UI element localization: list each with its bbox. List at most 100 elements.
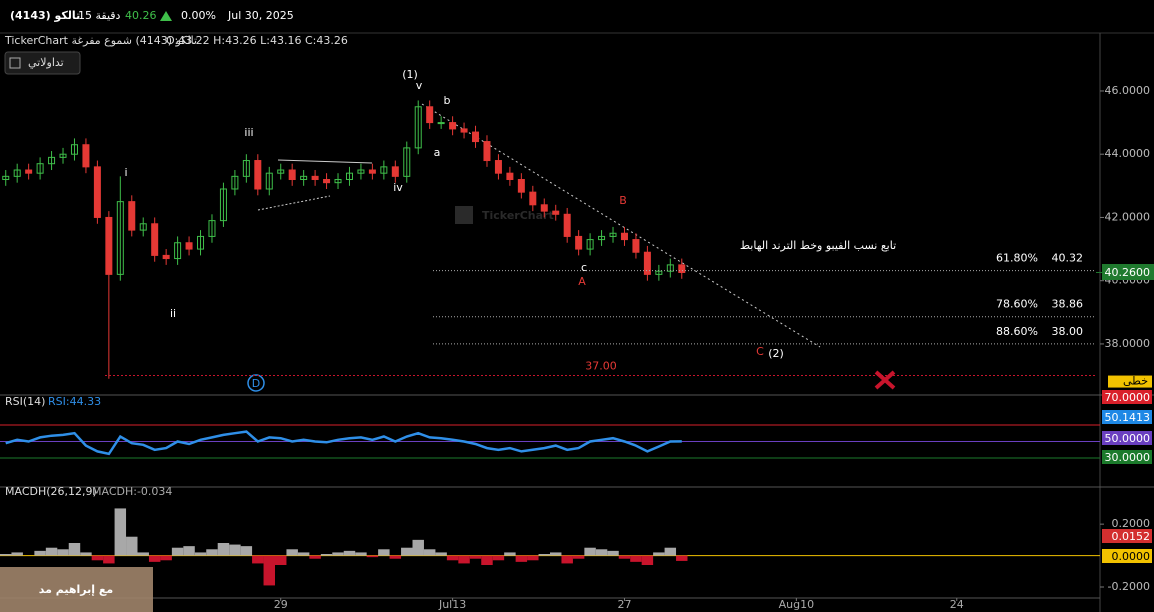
macd-bar bbox=[148, 555, 161, 562]
candle-body bbox=[380, 166, 388, 174]
y-tick-label-box bbox=[1102, 450, 1152, 464]
fib-level: 40.32 bbox=[1052, 252, 1084, 265]
macd-bar bbox=[527, 555, 539, 561]
macd-bar bbox=[446, 555, 459, 561]
macd-bar bbox=[538, 554, 550, 556]
y-tick-label: 46.0000 bbox=[1105, 84, 1151, 97]
stop-tag: خطى bbox=[1123, 375, 1148, 388]
macd-bar bbox=[389, 555, 402, 559]
macd-bar bbox=[11, 552, 23, 556]
candle-body bbox=[598, 235, 606, 241]
macd-bar bbox=[481, 555, 493, 565]
wave-label: B bbox=[619, 194, 627, 207]
macd-bar bbox=[183, 546, 195, 556]
candle-body bbox=[151, 223, 159, 256]
macd-bar bbox=[240, 546, 253, 556]
macd-bar bbox=[584, 547, 596, 556]
macd-bar bbox=[412, 539, 424, 556]
fib-level: 38.86 bbox=[1052, 298, 1084, 311]
candle-body bbox=[609, 232, 617, 237]
button-icon bbox=[9, 57, 21, 69]
candle-body bbox=[2, 175, 10, 181]
candle-body bbox=[563, 213, 571, 237]
x-tick-label: 24 bbox=[950, 598, 964, 611]
macd-bar bbox=[114, 508, 127, 556]
y-tick-label-box bbox=[1102, 390, 1152, 404]
candle-body bbox=[288, 169, 296, 181]
candle-body bbox=[59, 153, 67, 158]
candle-body bbox=[403, 147, 411, 177]
candle-body bbox=[575, 235, 583, 250]
button[interactable] bbox=[4, 51, 81, 75]
last-price: 40.2600 bbox=[1105, 266, 1151, 279]
y-tick-label: -0.2000 bbox=[1108, 580, 1150, 593]
candle-body bbox=[517, 179, 525, 193]
wave-label: A bbox=[578, 275, 586, 288]
candle-body bbox=[25, 169, 33, 174]
candle-body bbox=[620, 232, 628, 241]
wave-label: C bbox=[756, 345, 764, 358]
candle-body bbox=[357, 169, 365, 174]
watermark: TickerChart bbox=[482, 209, 554, 222]
candle-body bbox=[105, 216, 113, 275]
macd-bar bbox=[641, 555, 654, 565]
macd-bar bbox=[80, 552, 92, 556]
macd-bar bbox=[194, 552, 207, 556]
triangle-line bbox=[257, 195, 331, 211]
candle-body bbox=[655, 270, 663, 275]
candle-body bbox=[139, 223, 147, 231]
candle-body bbox=[185, 242, 193, 250]
marker-circle bbox=[247, 374, 265, 392]
macd-bar bbox=[217, 543, 230, 556]
wave-label: b bbox=[444, 94, 451, 107]
overlay-text: مع إبراهيم مد bbox=[39, 583, 113, 596]
candle-body bbox=[93, 166, 101, 218]
macd-bar bbox=[664, 547, 677, 556]
candle-body bbox=[449, 122, 457, 130]
macd-bar bbox=[492, 555, 505, 561]
annotation: تابع نسب الفيبو وخط الترند الهابط bbox=[740, 239, 896, 252]
macd-bar bbox=[297, 552, 310, 556]
macd-bar bbox=[34, 550, 46, 556]
ohlc: O:43.22 H:43.26 L:43.16 C:43.26 bbox=[166, 34, 348, 47]
candle-body bbox=[197, 235, 205, 250]
macd-bar bbox=[332, 552, 344, 556]
marker-label: D bbox=[252, 377, 260, 390]
fib-ratio: 61.80% bbox=[996, 252, 1038, 265]
wave-label: a bbox=[434, 146, 441, 159]
macd-bar bbox=[91, 555, 104, 561]
candle-body bbox=[116, 201, 124, 275]
macd-bar bbox=[423, 549, 436, 556]
candle-body bbox=[277, 169, 285, 174]
candle-body bbox=[552, 210, 560, 215]
candle-body bbox=[36, 163, 44, 174]
stop-tag-box bbox=[1108, 375, 1152, 388]
macd-bar bbox=[126, 536, 138, 556]
candle-body bbox=[494, 160, 502, 174]
y-tick-label: 0.0000 bbox=[1112, 550, 1151, 563]
candle-body bbox=[643, 251, 651, 275]
button-label[interactable]: تداولاتي bbox=[28, 56, 64, 69]
macd-bar bbox=[252, 555, 264, 564]
candle-body bbox=[254, 160, 262, 190]
y-tick-label-box bbox=[1102, 431, 1152, 445]
candle-body bbox=[242, 160, 250, 177]
macd-value: MACDH:-0.034 bbox=[92, 485, 172, 498]
macd-bar bbox=[229, 544, 241, 556]
macd-bar bbox=[0, 554, 12, 556]
macd-bar bbox=[355, 552, 367, 556]
interval: 15 دقيقة bbox=[78, 9, 121, 22]
y-tick-label: 70.0000 bbox=[1105, 391, 1151, 404]
macd-bar bbox=[171, 547, 184, 556]
wave-label: (2) bbox=[768, 347, 784, 360]
macd-bar bbox=[160, 555, 172, 561]
candle-body bbox=[391, 166, 399, 177]
candle-body bbox=[506, 172, 514, 181]
up-icon bbox=[160, 11, 172, 21]
y-tick-label: 38.0000 bbox=[1105, 337, 1151, 350]
overlay-box bbox=[0, 567, 153, 612]
macd-bar bbox=[630, 555, 642, 562]
stop-label: 37.00 bbox=[585, 360, 617, 373]
fib-ratio: 78.60% bbox=[996, 298, 1038, 311]
